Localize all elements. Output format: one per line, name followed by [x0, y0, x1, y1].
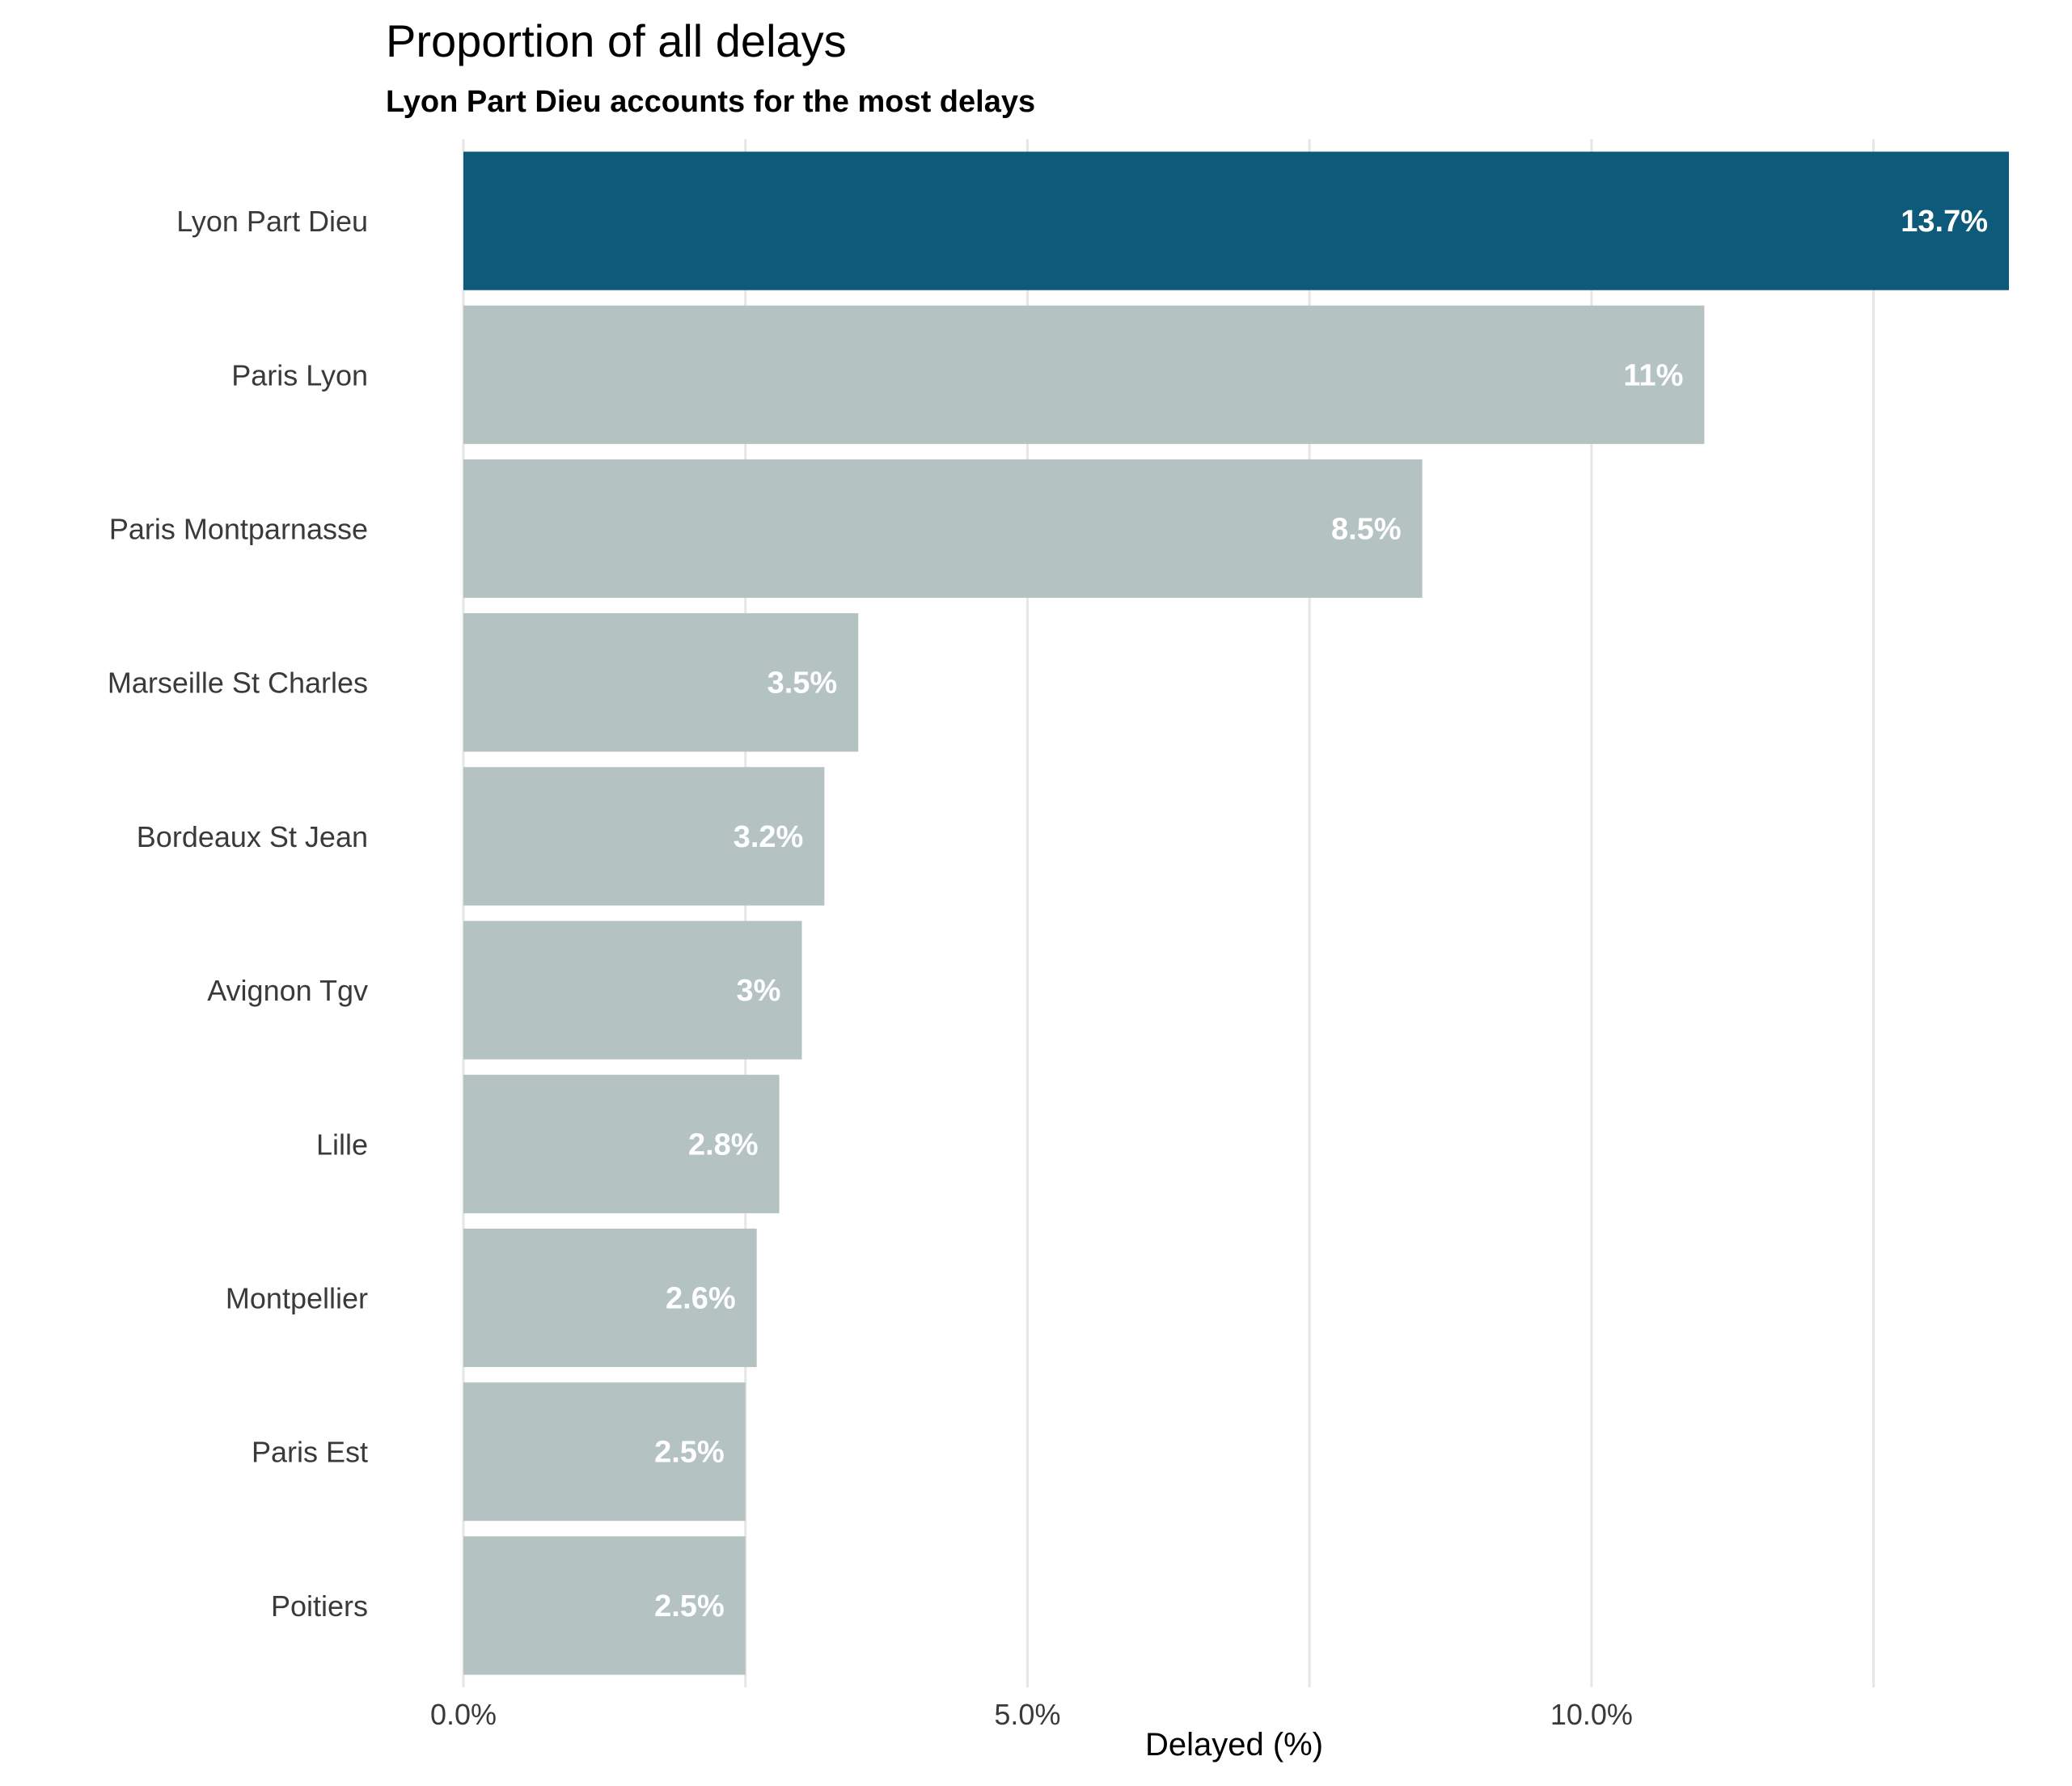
- category-label: Avignon Tgv: [207, 974, 368, 1007]
- bar-value-label: 8.5%: [1331, 513, 1402, 547]
- x-tick-label: 5.0%: [994, 1698, 1060, 1731]
- x-axis-title: Delayed (%): [1145, 1727, 1323, 1763]
- category-label: Paris Lyon: [231, 358, 368, 391]
- category-label: Lille: [316, 1128, 368, 1161]
- category-label: Bordeaux St Jean: [137, 820, 368, 853]
- bar: [463, 767, 825, 906]
- bar: [463, 1228, 757, 1368]
- bar-value-label: 11%: [1623, 358, 1683, 392]
- bar: [463, 921, 802, 1060]
- bar: [463, 305, 1705, 444]
- chart-subtitle: Lyon Part Dieu accounts for the most del…: [386, 85, 1035, 119]
- category-label: Paris Est: [252, 1436, 368, 1469]
- bar: [463, 613, 859, 752]
- category-labels: Lyon Part Dieu Paris Lyon Paris Montparnas…: [108, 205, 368, 1623]
- x-tick-label: 10.0%: [1550, 1698, 1633, 1731]
- bar-value-label: 2.6%: [666, 1282, 736, 1316]
- bar-value-label: 2.8%: [688, 1128, 759, 1162]
- category-label: Montpellier: [226, 1282, 368, 1315]
- bar: [463, 1074, 780, 1213]
- category-label: Lyon Part Dieu: [176, 205, 368, 238]
- bar-value-label: 3%: [737, 974, 781, 1008]
- bar-value-label: 3.5%: [767, 667, 838, 700]
- bar: [463, 151, 2009, 290]
- category-label: Paris Montparnasse: [109, 513, 368, 546]
- category-label: Marseille St Charles: [108, 667, 368, 700]
- chart-title: Proportion of all delays: [386, 15, 847, 66]
- bar: [463, 1382, 746, 1521]
- bar: [463, 1536, 746, 1675]
- bars: 13.7% 11% 8.5% 3.5% 3.2% 3% 2.8% 2.6% 2.5% 2.5%: [463, 151, 2009, 1675]
- bar-value-label: 3.2%: [734, 820, 804, 854]
- category-label: Poitiers: [271, 1589, 368, 1623]
- bar-value-label: 13.7%: [1901, 205, 1988, 239]
- bar: [463, 459, 1423, 599]
- bar-value-label: 2.5%: [654, 1436, 725, 1470]
- x-axis-ticks: 0.0% 5.0% 10.0%: [430, 1698, 1633, 1731]
- bar-value-label: 2.5%: [654, 1589, 725, 1623]
- x-tick-label: 0.0%: [430, 1698, 497, 1731]
